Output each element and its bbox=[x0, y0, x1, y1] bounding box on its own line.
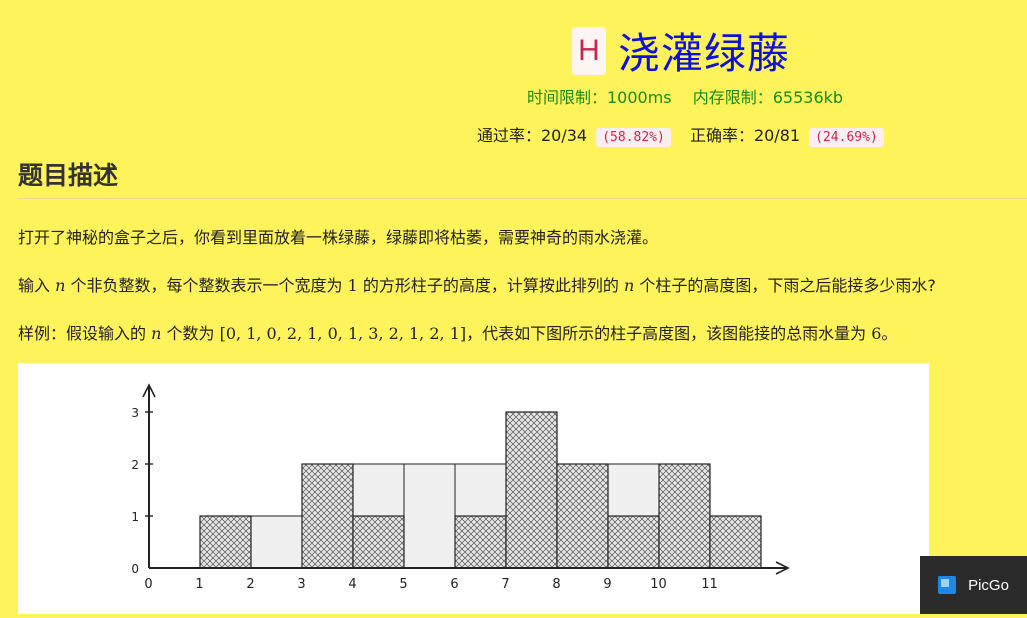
bar-3 bbox=[301, 463, 354, 569]
math-array: [0, 1, 0, 2, 1, 0, 1, 3, 2, 1, 2, 1] bbox=[219, 324, 467, 343]
time-limit: 时间限制：1000ms bbox=[527, 88, 672, 107]
description-paragraph-2: 输入 n 个非负整数，每个整数表示一个宽度为 1 的方形柱子的高度，计算按此排列… bbox=[18, 272, 936, 296]
water-area-6 bbox=[454, 463, 507, 517]
picgo-icon bbox=[938, 576, 957, 594]
y-tick-label: 3 bbox=[131, 406, 139, 420]
problem-title: 浇灌绿藤 bbox=[618, 29, 791, 78]
y-tick-label: 2 bbox=[131, 458, 139, 472]
bar-11 bbox=[709, 515, 762, 569]
bar-10 bbox=[658, 463, 711, 569]
math-one: 1 bbox=[347, 276, 358, 295]
x-tick-label: 4 bbox=[348, 577, 356, 592]
accuracy-percent: (24.69%) bbox=[809, 128, 884, 147]
water-area-2 bbox=[250, 515, 303, 569]
p2-text-b: 个非负整数，每个整数表示一个宽度为 bbox=[65, 276, 348, 295]
x-tick-label: 3 bbox=[297, 577, 305, 592]
x-tick-label: 6 bbox=[450, 577, 458, 592]
x-tick-label: 1 bbox=[195, 577, 203, 592]
taskbar-picgo[interactable]: PicGo bbox=[920, 556, 1027, 614]
p3-text-a: 样例：假设输入的 bbox=[18, 324, 152, 343]
x-tick-label: 11 bbox=[701, 577, 718, 592]
p2-text-c: 的方形柱子的高度，计算按此排列的 bbox=[357, 276, 624, 295]
description-paragraph-1: 打开了神秘的盒子之后，你看到里面放着一株绿藤，绿藤即将枯萎，需要神奇的雨水浇灌。 bbox=[18, 228, 659, 247]
math-n: n bbox=[55, 276, 66, 295]
p2-text-a: 输入 bbox=[18, 276, 56, 295]
y-axis-arrow bbox=[142, 383, 156, 398]
water-area-4 bbox=[352, 463, 405, 517]
elevation-map-chart: 0 1 2 3 4 5 6 7 8 9 10 11 0 1 2 3 bbox=[131, 383, 790, 592]
section-divider bbox=[18, 198, 1027, 199]
x-tick-label: 10 bbox=[650, 577, 667, 592]
x-axis-arrow bbox=[775, 561, 790, 575]
stats-row: 通过率：20/34 (58.82%) 正确率：20/81 (24.69%) bbox=[477, 122, 898, 147]
p2-text-d: 个柱子的高度图，下雨之后能接多少雨水? bbox=[634, 276, 936, 295]
description-paragraph-3: 样例：假设输入的 n 个数为 [0, 1, 0, 2, 1, 0, 1, 3, … bbox=[18, 320, 897, 344]
bar-6 bbox=[454, 515, 507, 569]
p3-text-b: 个数为 bbox=[161, 324, 220, 343]
math-n: n bbox=[151, 324, 162, 343]
title-row: H 浇灌绿藤 bbox=[572, 20, 790, 81]
bar-7 bbox=[505, 411, 558, 569]
y-tick-label: 1 bbox=[131, 510, 139, 524]
x-tick-label: 2 bbox=[246, 577, 254, 592]
y-tick-label: 0 bbox=[131, 562, 139, 576]
pass-rate-label: 通过率：20/34 bbox=[477, 126, 588, 145]
water-area-9 bbox=[607, 463, 660, 517]
bar-9 bbox=[607, 515, 660, 569]
water-area-5 bbox=[403, 463, 456, 569]
math-six: 6 bbox=[871, 324, 882, 343]
picgo-label: PicGo bbox=[968, 576, 1009, 594]
accuracy-label: 正确率：20/81 bbox=[689, 126, 801, 145]
difficulty-badge: H bbox=[572, 26, 606, 75]
p3-text-d: 。 bbox=[881, 324, 898, 343]
x-tick-label: 0 bbox=[144, 577, 152, 592]
section-title: 题目描述 bbox=[18, 161, 119, 190]
x-tick-label: 7 bbox=[501, 577, 509, 592]
bar-4 bbox=[352, 515, 405, 569]
bar-8 bbox=[556, 463, 609, 569]
elevation-map-figure: 0 1 2 3 4 5 6 7 8 9 10 11 0 1 2 3 bbox=[18, 363, 929, 614]
pass-rate-percent: (58.82%) bbox=[596, 128, 671, 147]
p3-text-c: ，代表如下图所示的柱子高度图，该图能接的总雨水量为 bbox=[466, 324, 872, 343]
x-tick-label: 5 bbox=[399, 577, 407, 592]
math-n: n bbox=[623, 276, 635, 295]
x-tick-label: 9 bbox=[603, 577, 611, 592]
bar-1 bbox=[199, 515, 252, 569]
memory-limit: 内存限制：65536kb bbox=[692, 88, 844, 107]
limits-row: 时间限制：1000ms 内存限制：65536kb bbox=[527, 84, 859, 108]
x-tick-label: 8 bbox=[552, 577, 560, 592]
